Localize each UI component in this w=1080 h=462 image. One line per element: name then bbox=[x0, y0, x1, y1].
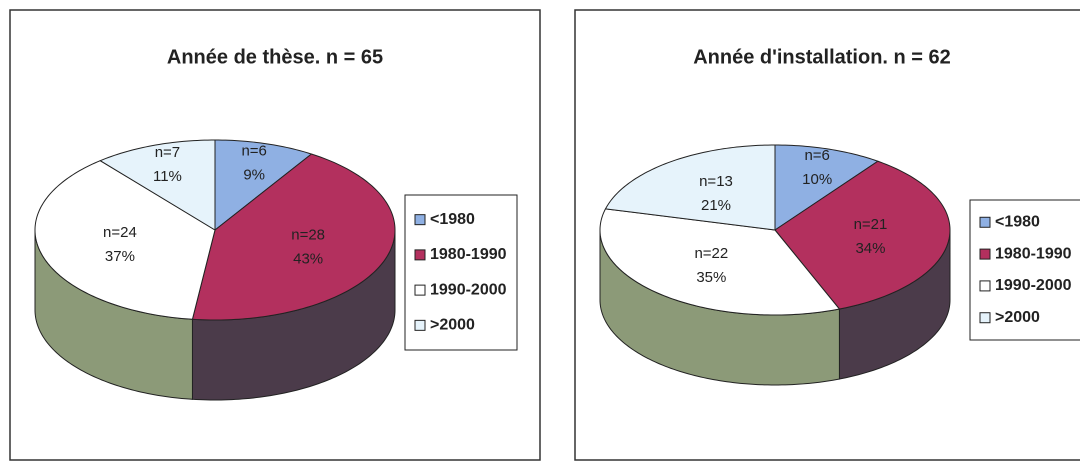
value-label: 21% bbox=[701, 197, 731, 214]
count-label: n=6 bbox=[241, 143, 266, 160]
value-label: 34% bbox=[855, 240, 885, 257]
legend-label: <1980 bbox=[430, 211, 475, 228]
pie-slice bbox=[99, 139, 216, 231]
legend-label: 1980-1990 bbox=[995, 245, 1072, 262]
count-label: n=6 bbox=[804, 147, 829, 164]
value-label: 37% bbox=[105, 248, 135, 265]
legend-label: >2000 bbox=[430, 317, 475, 334]
pie-slice bbox=[774, 160, 951, 310]
value-label: 43% bbox=[293, 251, 323, 268]
value-label: 35% bbox=[696, 269, 726, 286]
legend-label: <1980 bbox=[995, 213, 1040, 230]
legend-swatch bbox=[414, 284, 426, 296]
value-label: 11% bbox=[153, 168, 182, 185]
legend-swatch bbox=[979, 248, 991, 260]
legend-label: 1990-2000 bbox=[430, 281, 507, 298]
count-label: n=24 bbox=[103, 224, 137, 241]
legend-swatch bbox=[414, 249, 426, 261]
pie-slice bbox=[599, 208, 841, 316]
value-label: 10% bbox=[802, 171, 832, 188]
count-label: n=7 bbox=[155, 144, 180, 161]
pie-slice bbox=[604, 144, 776, 231]
pie-slice bbox=[774, 144, 879, 231]
count-label: n=28 bbox=[291, 227, 325, 244]
count-label: n=13 bbox=[699, 173, 733, 190]
legend-label: 1990-2000 bbox=[995, 277, 1072, 294]
legend-swatch bbox=[414, 214, 426, 226]
chart-title: Année de thèse. n = 65 bbox=[167, 46, 383, 68]
legend-swatch bbox=[979, 312, 991, 324]
legend-label: 1980-1990 bbox=[430, 246, 507, 263]
legend-label: >2000 bbox=[995, 309, 1040, 326]
pie-slice bbox=[191, 153, 396, 321]
count-label: n=21 bbox=[854, 216, 888, 233]
pie-slice bbox=[214, 139, 313, 232]
legend-swatch bbox=[979, 280, 991, 292]
count-label: n=22 bbox=[694, 245, 728, 262]
legend-swatch bbox=[414, 319, 426, 331]
chart-title: Année d'installation. n = 62 bbox=[693, 46, 951, 68]
pie-slice bbox=[34, 160, 216, 320]
legend-swatch bbox=[979, 216, 991, 228]
value-label: 9% bbox=[243, 167, 265, 184]
